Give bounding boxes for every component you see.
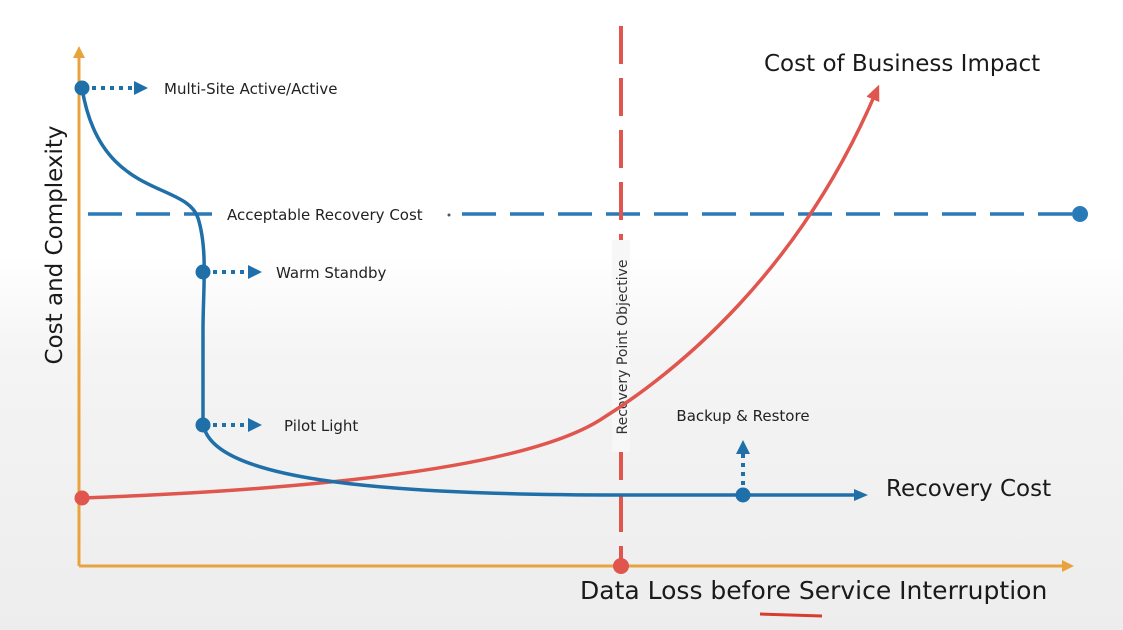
recovery-point-objective-label: Recovery Point Objective — [615, 260, 631, 435]
x-axis-label: Data Loss before Service Interruption — [580, 576, 1047, 605]
x-axis-label-underline — [759, 612, 823, 618]
y-axis-label: Cost and Complexity — [42, 126, 68, 365]
pilot-light-label: Pilot Light — [284, 417, 358, 435]
backup-restore-pointer-arrow — [736, 440, 750, 454]
multi-site-pointer-arrow — [134, 81, 148, 95]
recovery-cost-label: Recovery Cost — [886, 476, 1051, 502]
acceptable-recovery-cost-label: Acceptable Recovery Cost — [227, 206, 423, 224]
recovery-point-objective-label-bg — [612, 240, 630, 452]
recovery-cost-curve — [80, 87, 868, 501]
backup-restore-dot — [735, 487, 751, 503]
pilot-light-dot — [195, 417, 211, 433]
acceptable-recovery-cost-endpoint — [1072, 206, 1088, 222]
recovery-point-objective-dot — [613, 558, 629, 574]
warm-standby-label: Warm Standby — [276, 264, 386, 282]
cost-of-business-impact-curve — [81, 84, 880, 500]
warm-standby-pointer-arrow — [248, 265, 262, 279]
multi-site-dot — [74, 80, 90, 96]
multi-site-label: Multi-Site Active/Active — [164, 80, 338, 98]
acceptable-recovery-cost-dot — [447, 213, 451, 217]
business-impact-start-dot — [74, 490, 90, 506]
pilot-light-pointer-arrow — [248, 418, 262, 432]
backup-restore-label: Backup & Restore — [676, 407, 809, 425]
cost-of-business-impact-label: Cost of Business Impact — [764, 51, 1040, 77]
warm-standby-dot — [195, 264, 211, 280]
